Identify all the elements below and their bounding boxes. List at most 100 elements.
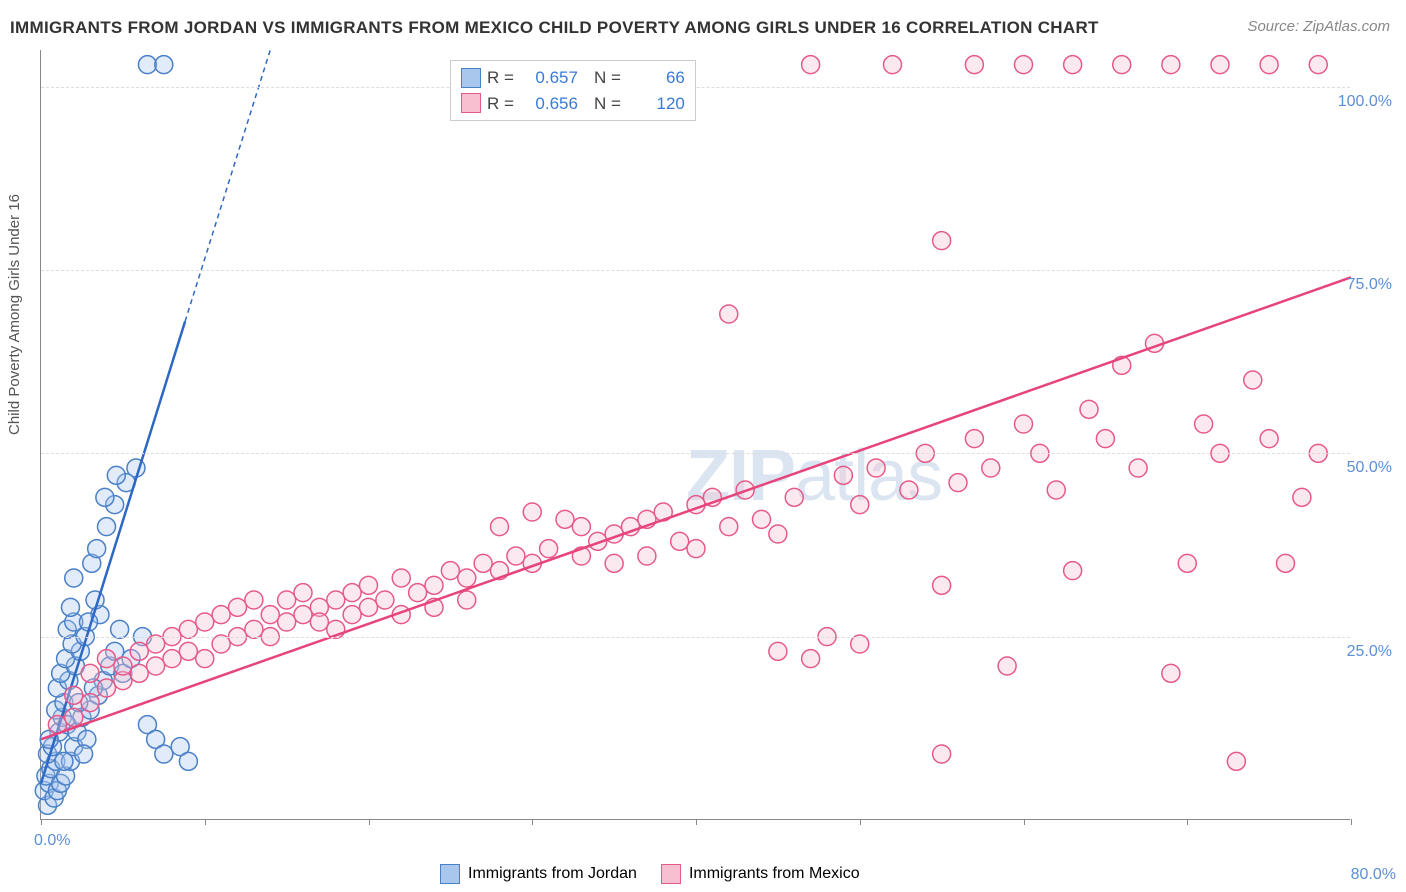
y-tick-label: 50.0%: [1347, 459, 1392, 477]
regression-extrapolation-jordan: [185, 50, 270, 321]
data-point-mexico: [179, 620, 197, 638]
data-point-mexico: [294, 606, 312, 624]
data-point-mexico: [147, 635, 165, 653]
data-point-mexico: [965, 430, 983, 448]
y-tick-label: 100.0%: [1338, 93, 1392, 111]
chart-title: IMMIGRANTS FROM JORDAN VS IMMIGRANTS FRO…: [10, 18, 1099, 38]
legend-stats: R = 0.657 N = 66 R = 0.656 N = 120: [450, 60, 696, 121]
data-point-jordan: [98, 518, 116, 536]
data-point-mexico: [1178, 554, 1196, 572]
data-point-jordan: [138, 56, 156, 74]
swatch-jordan: [461, 68, 481, 88]
data-point-mexico: [1015, 415, 1033, 433]
data-point-jordan: [55, 752, 73, 770]
data-point-mexico: [360, 598, 378, 616]
x-tick: [1024, 819, 1025, 825]
data-point-mexico: [65, 708, 83, 726]
data-point-mexico: [474, 554, 492, 572]
y-tick-label: 25.0%: [1347, 643, 1392, 661]
data-point-mexico: [605, 554, 623, 572]
x-tick: [696, 819, 697, 825]
data-point-mexico: [720, 518, 738, 536]
data-point-jordan: [65, 569, 83, 587]
data-point-mexico: [638, 547, 656, 565]
data-point-mexico: [1211, 56, 1229, 74]
data-point-mexico: [769, 642, 787, 660]
plot-area: ZIPatlas: [40, 50, 1350, 820]
data-point-jordan: [96, 488, 114, 506]
source-attribution: Source: ZipAtlas.com: [1247, 18, 1390, 35]
data-point-jordan: [88, 540, 106, 558]
data-point-mexico: [425, 576, 443, 594]
data-point-mexico: [310, 613, 328, 631]
data-point-mexico: [998, 657, 1016, 675]
x-tick: [532, 819, 533, 825]
gridline: [41, 270, 1350, 271]
data-point-mexico: [196, 650, 214, 668]
data-point-mexico: [376, 591, 394, 609]
data-point-mexico: [278, 591, 296, 609]
data-point-mexico: [1047, 481, 1065, 499]
data-point-mexico: [245, 591, 263, 609]
data-point-mexico: [900, 481, 918, 499]
data-point-mexico: [1080, 400, 1098, 418]
data-point-jordan: [75, 745, 93, 763]
data-point-mexico: [81, 694, 99, 712]
data-point-mexico: [1015, 56, 1033, 74]
data-point-mexico: [982, 459, 1000, 477]
data-point-jordan: [111, 620, 129, 638]
data-point-mexico: [392, 569, 410, 587]
data-point-mexico: [1260, 430, 1278, 448]
data-point-mexico: [458, 569, 476, 587]
y-axis-label: Child Poverty Among Girls Under 16: [6, 194, 23, 435]
data-point-mexico: [720, 305, 738, 323]
data-point-mexico: [687, 540, 705, 558]
legend-item-jordan: Immigrants from Jordan: [440, 864, 637, 884]
legend-series: Immigrants from Jordan Immigrants from M…: [440, 864, 860, 884]
data-point-mexico: [65, 686, 83, 704]
data-point-mexico: [851, 496, 869, 514]
data-point-mexico: [671, 532, 689, 550]
swatch-jordan: [440, 864, 460, 884]
data-point-mexico: [212, 606, 230, 624]
data-point-mexico: [294, 584, 312, 602]
data-point-mexico: [409, 584, 427, 602]
data-point-mexico: [179, 642, 197, 660]
data-point-mexico: [965, 56, 983, 74]
x-tick-label: 0.0%: [34, 832, 70, 850]
data-point-mexico: [360, 576, 378, 594]
data-point-mexico: [196, 613, 214, 631]
data-point-mexico: [933, 745, 951, 763]
data-point-mexico: [1113, 56, 1131, 74]
data-point-mexico: [867, 459, 885, 477]
data-point-mexico: [1309, 56, 1327, 74]
data-point-mexico: [851, 635, 869, 653]
data-point-mexico: [212, 635, 230, 653]
data-point-jordan: [179, 752, 197, 770]
data-point-mexico: [540, 540, 558, 558]
data-point-mexico: [1260, 56, 1278, 74]
data-point-mexico: [130, 664, 148, 682]
data-point-mexico: [245, 620, 263, 638]
x-tick: [205, 819, 206, 825]
data-point-mexico: [507, 547, 525, 565]
data-point-mexico: [802, 56, 820, 74]
data-point-jordan: [155, 56, 173, 74]
x-tick: [1187, 819, 1188, 825]
data-point-mexico: [327, 591, 345, 609]
data-point-mexico: [802, 650, 820, 668]
data-point-jordan: [155, 745, 173, 763]
data-point-mexico: [834, 466, 852, 484]
data-point-jordan: [61, 598, 79, 616]
data-point-mexico: [1162, 56, 1180, 74]
data-point-mexico: [491, 518, 509, 536]
legend-stats-row-mexico: R = 0.656 N = 120: [461, 91, 685, 117]
data-point-mexico: [261, 606, 279, 624]
data-point-mexico: [1195, 415, 1213, 433]
data-point-mexico: [785, 488, 803, 506]
data-point-mexico: [933, 576, 951, 594]
data-point-mexico: [98, 650, 116, 668]
data-point-mexico: [1064, 56, 1082, 74]
gridline: [41, 453, 1350, 454]
data-point-mexico: [1277, 554, 1295, 572]
